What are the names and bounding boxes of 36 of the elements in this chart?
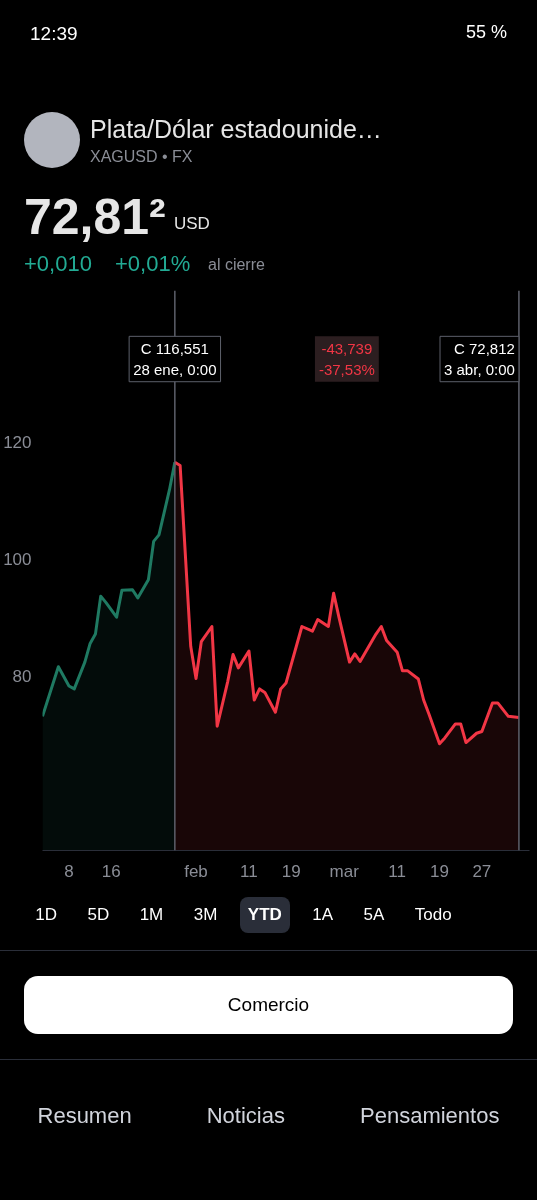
text: 5A bbox=[362, 903, 386, 926]
text: 3M bbox=[192, 903, 219, 926]
text: 55 % bbox=[465, 21, 507, 44]
chart-subtitle: XAGUSD • FX bbox=[90, 147, 193, 167]
x-tick-label: feb bbox=[184, 861, 208, 881]
x-tick-label: 8 bbox=[64, 861, 74, 881]
annotation: -43,739 -37,53% bbox=[318, 340, 375, 378]
x-tick-label: 11 bbox=[240, 861, 258, 881]
text: Noticias bbox=[206, 1102, 285, 1130]
text: Todo bbox=[413, 903, 453, 926]
text: 72,81² bbox=[24, 189, 166, 245]
annotation: C 116,551 28 ene, 0:00 bbox=[133, 340, 217, 378]
text: 1A bbox=[311, 903, 335, 926]
text: +0,01% bbox=[115, 250, 191, 278]
text: 1D bbox=[34, 903, 58, 926]
y-tick-label: 120 bbox=[3, 433, 32, 453]
x-tick-label: mar bbox=[329, 861, 360, 881]
text: USD bbox=[174, 213, 210, 235]
y-tick-label: 100 bbox=[3, 549, 32, 569]
text: Pensamientos bbox=[360, 1102, 500, 1130]
text: YTD bbox=[239, 896, 290, 934]
text: Comercio bbox=[24, 976, 513, 1034]
text: Resumen bbox=[37, 1102, 132, 1130]
chart-title: Plata/Dólar estadounide… bbox=[90, 114, 382, 145]
x-tick-label: 27 bbox=[472, 861, 492, 881]
text: al cierre bbox=[208, 255, 265, 275]
y-tick-label: 80 bbox=[12, 666, 32, 686]
x-tick-label: 19 bbox=[430, 861, 449, 881]
text: 12:39 bbox=[30, 22, 78, 46]
x-tick-label: 11 bbox=[388, 861, 406, 881]
text: 1M bbox=[138, 903, 165, 926]
x-tick-label: 16 bbox=[101, 861, 121, 881]
text: +0,010 bbox=[24, 250, 92, 278]
x-tick-label: 19 bbox=[281, 861, 301, 881]
text: 5D bbox=[86, 903, 111, 926]
annotation: C 72,812 3 abr, 0:00 bbox=[444, 340, 515, 378]
